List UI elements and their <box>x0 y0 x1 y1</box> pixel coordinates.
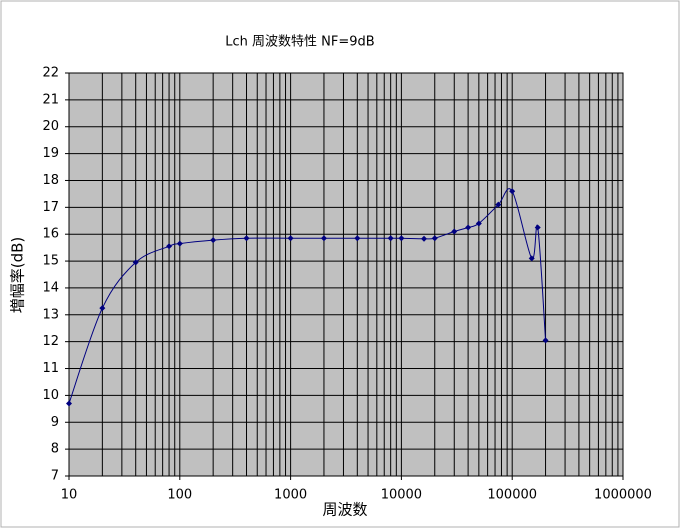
data-point <box>287 235 294 242</box>
y-tick-label: 18 <box>42 173 59 188</box>
y-tick-label: 17 <box>42 200 59 215</box>
plot-background <box>69 73 623 476</box>
data-point <box>451 228 458 235</box>
y-tick-label: 11 <box>42 361 59 376</box>
x-tick-label: 10000 <box>381 488 422 503</box>
data-point <box>534 224 541 231</box>
x-tick-label: 1000 <box>274 488 307 503</box>
y-tick-label: 21 <box>42 92 59 107</box>
plot-border <box>68 72 624 477</box>
plot-area <box>66 72 624 477</box>
data-point <box>66 400 72 407</box>
data-point <box>528 255 535 262</box>
data-point <box>421 235 428 242</box>
data-point <box>465 224 472 231</box>
data-point <box>132 259 139 266</box>
data-point <box>387 235 394 242</box>
data-point <box>166 243 173 250</box>
data-point <box>99 305 106 312</box>
y-axis-label: 増幅率(dB) <box>9 237 27 314</box>
x-tick-label: 10 <box>61 488 78 503</box>
y-tick-label: 15 <box>42 254 59 269</box>
data-point <box>210 237 217 244</box>
y-tick-label: 12 <box>42 334 59 349</box>
y-tick-label: 19 <box>42 146 59 161</box>
data-point <box>475 220 482 227</box>
data-point <box>320 235 327 242</box>
data-point <box>243 235 250 242</box>
y-tick-label: 8 <box>51 442 59 457</box>
x-axis-label: 周波数 <box>322 501 367 519</box>
data-point <box>542 337 549 344</box>
data-point <box>398 235 405 242</box>
y-tick-label: 10 <box>42 388 59 403</box>
x-tick-label: 100 <box>167 488 192 503</box>
data-point <box>354 235 361 242</box>
data-point <box>495 201 502 208</box>
y-tick-label: 20 <box>42 119 59 134</box>
data-point <box>509 188 516 195</box>
y-tick-label: 14 <box>42 280 59 295</box>
y-tick-label: 22 <box>42 66 59 81</box>
data-point <box>176 240 183 247</box>
y-tick-label: 13 <box>42 307 59 322</box>
y-tick-label: 9 <box>51 415 59 430</box>
y-tick-label: 7 <box>51 469 59 484</box>
data-point <box>431 235 438 242</box>
y-tick-label: 16 <box>42 227 59 242</box>
x-tick-label: 1000000 <box>594 488 652 503</box>
x-tick-label: 100000 <box>487 488 537 503</box>
chart-title: Lch 周波数特性 NF=9dB <box>225 35 374 50</box>
